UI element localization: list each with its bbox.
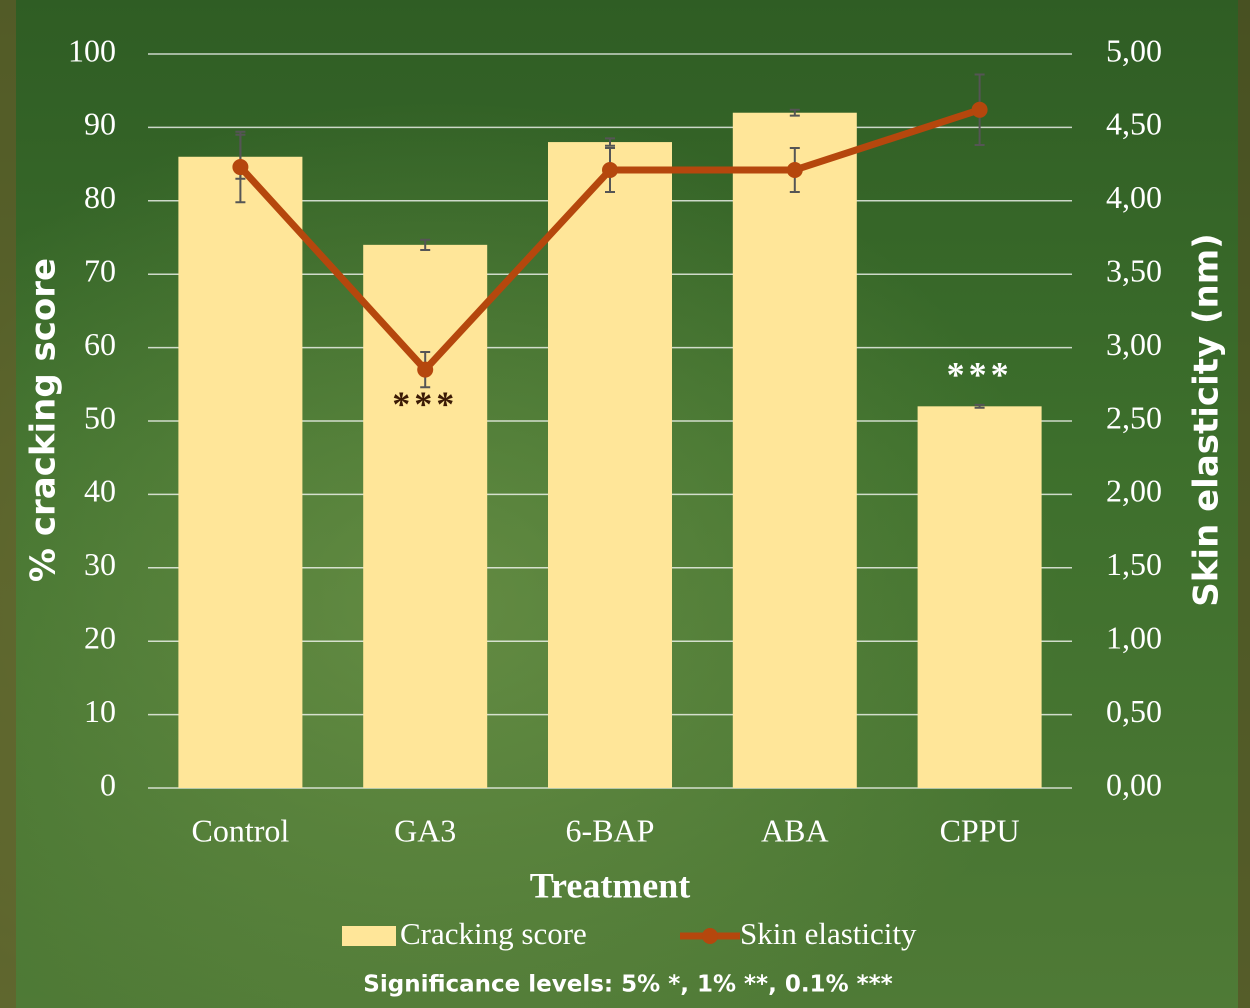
bar <box>732 112 857 789</box>
y2-tick-label: 2,50 <box>1106 399 1162 435</box>
x-tick-label: CPPU <box>940 812 1020 848</box>
legend-swatch <box>702 928 718 944</box>
y-tick-label: 30 <box>84 546 116 582</box>
background-edge <box>0 0 16 1008</box>
y-tick-label: 20 <box>84 620 116 656</box>
y2-tick-label: 2,00 <box>1106 473 1162 509</box>
y-tick-label: 10 <box>84 693 116 729</box>
error-bar <box>605 137 615 147</box>
error-bar <box>789 108 800 117</box>
y-tick-label: 0 <box>100 766 116 802</box>
y-tick-label: 100 <box>68 32 116 68</box>
y-axis-title: % cracking score <box>24 258 64 582</box>
x-axis-title: Treatment <box>530 865 691 905</box>
y2-tick-label: 3,00 <box>1106 326 1162 362</box>
error-bar <box>974 403 985 409</box>
background-edge <box>1238 0 1250 1008</box>
y-tick-label: 80 <box>84 179 116 215</box>
x-tick-label: 6-BAP <box>566 812 655 848</box>
y2-tick-label: 5,00 <box>1106 32 1162 68</box>
note: Significance levels: 5% *, 1% **, 0.1% *… <box>363 972 892 998</box>
y2-tick-label: 3,50 <box>1106 253 1162 289</box>
y2-axis-title: Skin elasticity (nm) <box>1187 233 1227 606</box>
plot: 0 10 20 30 40 50 60 70 80 90 100 0,00 0,50 1,00 1,50 2,… <box>68 32 1162 951</box>
y-tick-label: 90 <box>84 106 116 142</box>
line-point <box>786 161 803 178</box>
annotation: *** <box>392 384 458 424</box>
y-tick-label: 50 <box>84 399 116 435</box>
legend-label: Skin elasticity <box>740 916 917 951</box>
bar <box>363 244 488 789</box>
y-tick-label: 70 <box>84 253 116 289</box>
y2-tick-label: 4,00 <box>1106 179 1162 215</box>
x-tick-label: ABA <box>761 812 829 848</box>
line-point <box>417 361 434 378</box>
x-tick-label: GA3 <box>394 812 456 848</box>
y-tick-label: 60 <box>84 326 116 362</box>
line-point <box>971 101 988 118</box>
y2-tick-label: 1,00 <box>1106 620 1162 656</box>
y2-tick-label: 1,50 <box>1106 546 1162 582</box>
error-bar <box>420 238 431 251</box>
line-point <box>602 161 618 178</box>
bar <box>548 142 672 788</box>
y-tick-label: 40 <box>84 473 116 509</box>
bar <box>917 406 1042 788</box>
bar <box>178 156 303 788</box>
y2-tick-label: 4,50 <box>1106 106 1162 142</box>
line-point <box>232 159 249 176</box>
legend-label: Cracking score <box>400 916 587 951</box>
legend-swatch <box>342 926 396 946</box>
x-tick-label: Control <box>192 812 290 848</box>
annotation: *** <box>947 355 1013 395</box>
y2-tick-label: 0,50 <box>1106 693 1162 729</box>
y2-tick-label: 0,00 <box>1106 766 1162 802</box>
